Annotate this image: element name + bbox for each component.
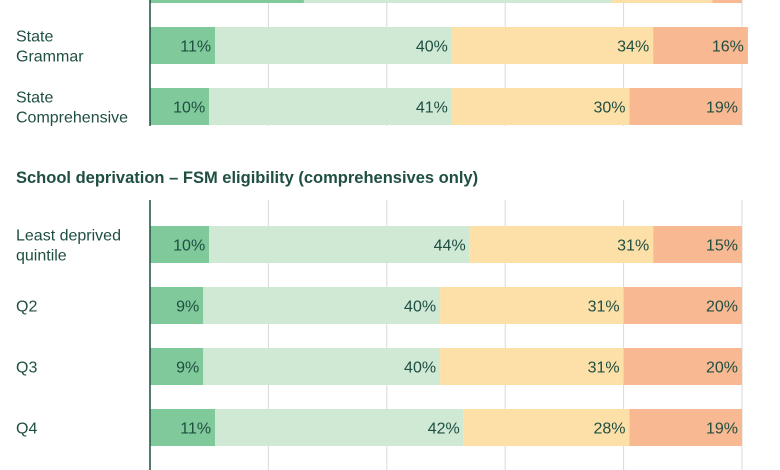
data-label: 41% <box>416 100 448 117</box>
category-label: Q4 <box>16 421 37 438</box>
category-label-line: Comprehensive <box>16 110 128 127</box>
data-label: 42% <box>428 421 460 438</box>
category-label: State Comprehensive <box>16 90 128 127</box>
data-label: 11% <box>180 39 211 56</box>
data-label: 31% <box>588 299 620 316</box>
data-label: 31% <box>588 360 620 377</box>
bar-segment-2 <box>209 88 452 125</box>
category-label: Q2 <box>16 299 37 316</box>
data-label: 40% <box>416 39 448 56</box>
bar-segment-2 <box>203 287 441 324</box>
bar-segment-1 <box>150 287 204 324</box>
bar-segment-3 <box>451 27 654 64</box>
data-label: 28% <box>593 421 625 438</box>
data-label: 10% <box>173 100 205 117</box>
data-label: 30% <box>593 100 625 117</box>
bar-segment-3 <box>451 88 630 125</box>
bar-segment-1 <box>150 348 204 385</box>
data-label: 31% <box>617 238 649 255</box>
bar-segment-3 <box>469 226 654 263</box>
bar-segment-1 <box>150 409 216 446</box>
bar-segment-2 <box>215 27 452 64</box>
bar-segment-2 <box>303 0 612 3</box>
bar-segment-1 <box>150 27 216 64</box>
category-label-line: Grammar <box>16 49 84 66</box>
bar-segment-1 <box>150 0 304 3</box>
category-label: Least deprived quintile <box>16 228 121 265</box>
bar-segment-2 <box>209 226 470 263</box>
data-label: 20% <box>706 299 738 316</box>
section-title: School deprivation – FSM eligibility (co… <box>16 169 478 187</box>
bar-segment-2 <box>215 409 464 446</box>
category-label-line: Q3 <box>16 360 37 377</box>
category-label-line: Q4 <box>16 421 37 438</box>
bar-segment-4 <box>623 348 742 385</box>
bar-segment-4 <box>629 88 742 125</box>
bar-segment-4 <box>629 409 742 446</box>
data-label: 10% <box>173 238 205 255</box>
bar-segment-3 <box>463 409 630 446</box>
bar-segment-1 <box>150 226 210 263</box>
data-label: 9% <box>176 360 199 377</box>
data-label: 9% <box>176 299 199 316</box>
bar-segment-3 <box>440 287 624 324</box>
bar-segment-4 <box>653 226 742 263</box>
bar-segment-4 <box>623 287 742 324</box>
category-label-line: Q2 <box>16 299 37 316</box>
category-label-line: State <box>16 90 53 107</box>
bar-segment-3 <box>440 348 624 385</box>
category-label: Q3 <box>16 360 37 377</box>
data-label: 40% <box>404 299 436 316</box>
data-label: 19% <box>706 421 738 438</box>
data-label: 11% <box>180 421 211 438</box>
category-label-line: quintile <box>16 248 67 265</box>
data-label: 44% <box>434 238 466 255</box>
category-label: State Grammar <box>16 29 84 66</box>
category-label-line: State <box>16 29 53 46</box>
bar-segment-4 <box>653 27 748 64</box>
data-label: 20% <box>706 360 738 377</box>
bar-segment-4 <box>712 0 742 3</box>
bar-segment-3 <box>611 0 713 3</box>
data-label: 19% <box>706 100 738 117</box>
data-label: 15% <box>706 238 738 255</box>
data-label: 40% <box>404 360 436 377</box>
bar-segment-1 <box>150 88 210 125</box>
bar-segment-2 <box>203 348 441 385</box>
data-label: 16% <box>712 39 744 56</box>
category-label-line: Least deprived <box>16 228 121 245</box>
data-label: 34% <box>617 39 649 56</box>
